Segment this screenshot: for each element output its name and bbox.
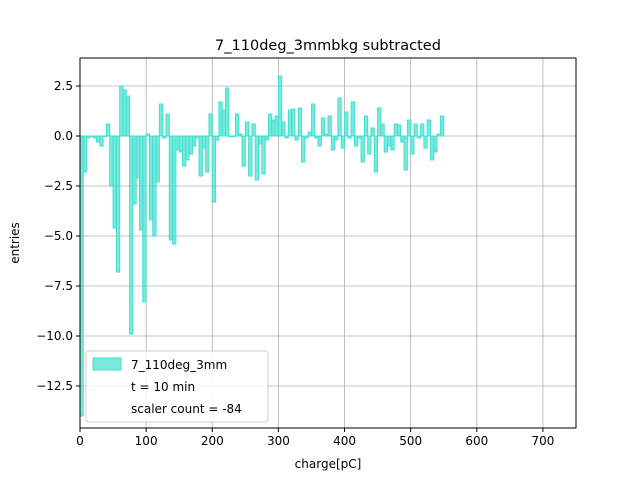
histogram-bar [115, 135, 121, 273]
histogram-bar [327, 115, 332, 137]
plot-frame [79, 57, 577, 429]
x-tick-label: 200 [201, 434, 224, 448]
histogram-bar [350, 101, 355, 137]
histogram-bar [416, 135, 422, 139]
histogram-bar [420, 123, 425, 137]
histogram-bar [347, 135, 352, 139]
histogram-bar [330, 135, 336, 151]
legend-swatch [92, 357, 122, 371]
x-tick-label: 100 [135, 434, 158, 448]
histogram-bar [254, 135, 260, 181]
histogram-bar [320, 117, 326, 137]
histogram-bar [82, 135, 88, 173]
histogram-bar [277, 75, 283, 137]
histogram-bar [105, 123, 111, 137]
histogram-bar [158, 103, 164, 137]
histogram-bar [244, 121, 250, 137]
legend-time-label: t = 10 min [131, 380, 195, 394]
histogram-bar [377, 107, 382, 137]
histogram-bar [367, 135, 372, 155]
histogram-bar [264, 135, 269, 141]
histogram-bar [261, 135, 266, 175]
histogram-bar [310, 103, 316, 137]
histogram-bar [340, 135, 346, 149]
histogram-bar [353, 135, 359, 147]
x-tick-label: 700 [531, 434, 554, 448]
histogram-bar [234, 113, 240, 137]
y-tick-label: −12.5 [36, 379, 73, 393]
histogram-bar [211, 135, 217, 203]
y-tick-label: −2.5 [44, 179, 73, 193]
x-axis-label: charge[pC] [295, 457, 362, 471]
histogram-bar [439, 115, 445, 137]
histogram-bar [145, 133, 150, 137]
histogram-bar [304, 135, 309, 139]
histogram-bar [301, 135, 306, 163]
x-tick-label: 0 [76, 434, 84, 448]
axis-ticks: 0 100 200 300 400 500 600 700 −12.5 −10.0 −7.5 −5.0… [36, 79, 554, 448]
histogram-bar [208, 113, 213, 137]
histogram-bar [433, 135, 438, 153]
x-tick-label: 400 [333, 434, 356, 448]
x-tick-label: 500 [399, 434, 422, 448]
histogram-bar [152, 135, 157, 237]
histogram-bar [413, 123, 418, 137]
y-tick-label: −10.0 [36, 329, 73, 343]
legend: 7_110deg_3mm t = 10 min scaler count = -… [85, 350, 269, 423]
y-tick-label: 0.0 [54, 129, 73, 143]
legend-box [85, 350, 269, 423]
histogram-bar [99, 135, 104, 147]
histogram-bar [198, 135, 203, 177]
histogram-bar [251, 123, 256, 137]
histogram-bar [406, 119, 412, 137]
histogram-bars [79, 75, 445, 417]
histogram-bar [129, 135, 134, 335]
histogram-bar [410, 135, 415, 155]
histogram-bar [423, 135, 428, 149]
y-tick-label: −7.5 [44, 279, 73, 293]
histogram-bar [344, 111, 349, 137]
histogram-bar [317, 135, 322, 147]
histogram-bar [165, 113, 170, 137]
histogram-bar [238, 133, 243, 137]
histogram-bar [373, 135, 379, 173]
y-tick-label: −5.0 [44, 229, 73, 243]
legend-series-label: 7_110deg_3mm [131, 358, 227, 372]
histogram-bar [191, 135, 197, 147]
histogram-bar [390, 135, 395, 151]
histogram-bar [380, 123, 385, 137]
histogram-bar [125, 95, 131, 137]
histogram-bar [334, 135, 339, 141]
histogram-bar [205, 135, 210, 173]
histogram-bar [294, 135, 299, 141]
histogram-bar [396, 124, 402, 137]
histogram-bar [172, 135, 177, 245]
histogram-bar [337, 97, 342, 137]
histogram-bar [215, 135, 220, 141]
y-axis-label: entries [8, 222, 22, 264]
histogram-bar [162, 135, 167, 139]
x-tick-label: 600 [465, 434, 488, 448]
histogram-bar [360, 135, 365, 163]
histogram-bar [403, 135, 408, 171]
histogram-bar [297, 107, 303, 137]
histogram-bar [284, 135, 289, 139]
x-tick-label: 300 [267, 434, 290, 448]
histogram-bar [248, 135, 253, 177]
legend-scaler-label: scaler count = -84 [131, 402, 242, 416]
histogram-bar [155, 135, 160, 183]
histogram-bar [426, 119, 432, 137]
chart-title: 7_110deg_3mmbkg subtracted [215, 38, 441, 54]
histogram-bar [224, 87, 230, 137]
histogram-bar [142, 135, 147, 303]
histogram-bar [281, 121, 286, 137]
histogram-bar [241, 135, 246, 167]
histogram-bar [370, 127, 375, 137]
histogram-bar [363, 115, 369, 137]
histogram-bar [291, 108, 296, 137]
y-tick-label: 2.5 [54, 79, 73, 93]
